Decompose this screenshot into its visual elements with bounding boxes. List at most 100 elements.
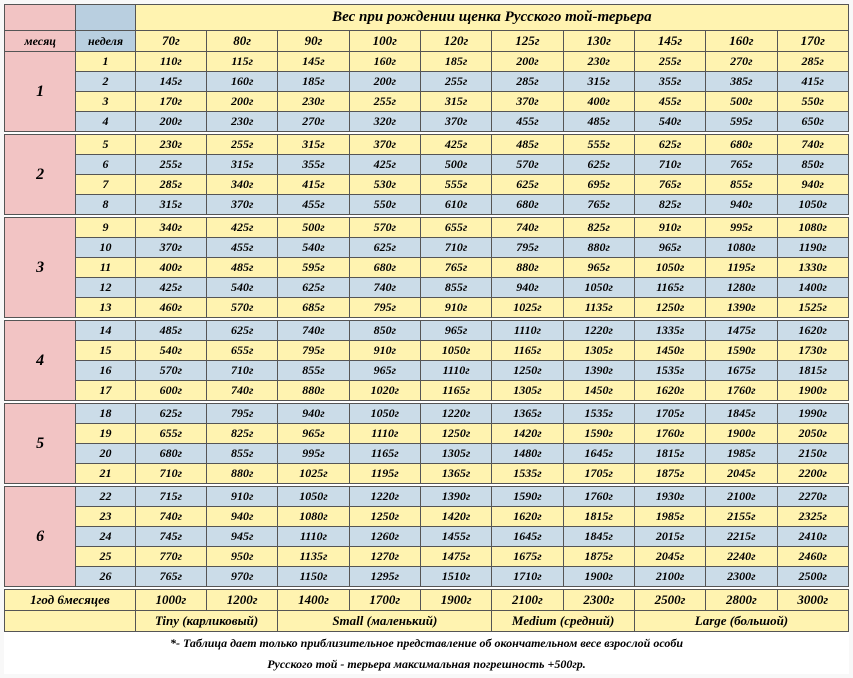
cell-w22-c8: 2100г bbox=[706, 487, 777, 507]
footer-cell-8: 2800г bbox=[706, 590, 777, 611]
cell-w15-c2: 795г bbox=[278, 341, 349, 361]
week-2: 2 bbox=[76, 72, 135, 92]
cell-w22-c5: 1590г bbox=[492, 487, 563, 507]
cell-w22-c9: 2270г bbox=[777, 487, 848, 507]
header-birthweight-1: 80г bbox=[207, 31, 278, 52]
cell-w16-c4: 1110г bbox=[420, 361, 491, 381]
cell-w10-c0: 370г bbox=[135, 238, 206, 258]
cell-w7-c6: 695г bbox=[563, 175, 634, 195]
cell-w13-c4: 910г bbox=[420, 298, 491, 318]
cell-w1-c1: 115г bbox=[207, 52, 278, 72]
cell-w20-c3: 1165г bbox=[349, 444, 420, 464]
week-21: 21 bbox=[76, 464, 135, 484]
week-8: 8 bbox=[76, 195, 135, 215]
cell-w11-c5: 880г bbox=[492, 258, 563, 278]
header-birthweight-5: 125г bbox=[492, 31, 563, 52]
cell-w1-c9: 285г bbox=[777, 52, 848, 72]
cell-w19-c0: 655г bbox=[135, 424, 206, 444]
cell-w6-c5: 570г bbox=[492, 155, 563, 175]
footnote-1: *- Таблица дает только приблизительное п… bbox=[4, 632, 849, 653]
cell-w7-c7: 765г bbox=[634, 175, 705, 195]
month-1: 1 bbox=[5, 52, 76, 132]
cell-w2-c7: 355г bbox=[634, 72, 705, 92]
cell-w13-c6: 1135г bbox=[563, 298, 634, 318]
cell-w4-c8: 595г bbox=[706, 112, 777, 132]
cell-w14-c3: 850г bbox=[349, 321, 420, 341]
cell-w16-c6: 1390г bbox=[563, 361, 634, 381]
cell-w21-c3: 1195г bbox=[349, 464, 420, 484]
cell-w20-c5: 1480г bbox=[492, 444, 563, 464]
cell-w8-c0: 315г bbox=[135, 195, 206, 215]
header-month: месяц bbox=[5, 31, 76, 52]
footer-cell-5: 2100г bbox=[492, 590, 563, 611]
cell-w10-c3: 625г bbox=[349, 238, 420, 258]
cell-w23-c5: 1620г bbox=[492, 507, 563, 527]
cell-w1-c2: 145г bbox=[278, 52, 349, 72]
cell-w4-c9: 650г bbox=[777, 112, 848, 132]
cell-w11-c3: 680г bbox=[349, 258, 420, 278]
week-9: 9 bbox=[76, 218, 135, 238]
week-18: 18 bbox=[76, 404, 135, 424]
cell-w26-c7: 2100г bbox=[634, 567, 705, 587]
cell-w19-c4: 1250г bbox=[420, 424, 491, 444]
cell-w15-c6: 1305г bbox=[563, 341, 634, 361]
cell-w18-c1: 795г bbox=[207, 404, 278, 424]
cell-w24-c8: 2215г bbox=[706, 527, 777, 547]
cell-w9-c6: 825г bbox=[563, 218, 634, 238]
cell-w1-c5: 200г bbox=[492, 52, 563, 72]
header-birthweight-3: 100г bbox=[349, 31, 420, 52]
header-birthweight-0: 70г bbox=[135, 31, 206, 52]
cell-w21-c8: 2045г bbox=[706, 464, 777, 484]
cell-w24-c2: 1110г bbox=[278, 527, 349, 547]
cell-w2-c6: 315г bbox=[563, 72, 634, 92]
cell-w13-c1: 570г bbox=[207, 298, 278, 318]
cell-w24-c6: 1845г bbox=[563, 527, 634, 547]
cell-w25-c7: 2045г bbox=[634, 547, 705, 567]
week-25: 25 bbox=[76, 547, 135, 567]
cell-w10-c8: 1080г bbox=[706, 238, 777, 258]
cell-w16-c8: 1675г bbox=[706, 361, 777, 381]
cell-w11-c4: 765г bbox=[420, 258, 491, 278]
cell-w23-c8: 2155г bbox=[706, 507, 777, 527]
header-birthweight-8: 160г bbox=[706, 31, 777, 52]
cell-w14-c2: 740г bbox=[278, 321, 349, 341]
cell-w24-c7: 2015г bbox=[634, 527, 705, 547]
weight-table: Вес при рождении щенка Русского той-терь… bbox=[4, 4, 849, 632]
cell-w16-c7: 1535г bbox=[634, 361, 705, 381]
cell-w23-c4: 1420г bbox=[420, 507, 491, 527]
cell-w21-c0: 710г bbox=[135, 464, 206, 484]
cell-w7-c9: 940г bbox=[777, 175, 848, 195]
cell-w19-c9: 2050г bbox=[777, 424, 848, 444]
cell-w11-c6: 965г bbox=[563, 258, 634, 278]
cell-w6-c8: 765г bbox=[706, 155, 777, 175]
cell-w10-c7: 965г bbox=[634, 238, 705, 258]
cell-w1-c6: 230г bbox=[563, 52, 634, 72]
cell-w2-c1: 160г bbox=[207, 72, 278, 92]
cell-w11-c1: 485г bbox=[207, 258, 278, 278]
cell-w10-c9: 1190г bbox=[777, 238, 848, 258]
footnote-2: Русского той - терьера максимальная погр… bbox=[4, 653, 849, 674]
cell-w1-c4: 185г bbox=[420, 52, 491, 72]
cell-w19-c7: 1760г bbox=[634, 424, 705, 444]
cell-w1-c8: 270г bbox=[706, 52, 777, 72]
cell-w9-c5: 740г bbox=[492, 218, 563, 238]
cell-w23-c7: 1985г bbox=[634, 507, 705, 527]
cell-w11-c2: 595г bbox=[278, 258, 349, 278]
cell-w22-c0: 715г bbox=[135, 487, 206, 507]
footer-cell-3: 1700г bbox=[349, 590, 420, 611]
cell-w22-c3: 1220г bbox=[349, 487, 420, 507]
cell-w5-c3: 370г bbox=[349, 135, 420, 155]
week-3: 3 bbox=[76, 92, 135, 112]
cell-w7-c3: 530г bbox=[349, 175, 420, 195]
cell-w8-c7: 825г bbox=[634, 195, 705, 215]
cell-w26-c0: 765г bbox=[135, 567, 206, 587]
cell-w5-c6: 555г bbox=[563, 135, 634, 155]
cell-w26-c6: 1900г bbox=[563, 567, 634, 587]
cell-w22-c4: 1390г bbox=[420, 487, 491, 507]
cell-w5-c8: 680г bbox=[706, 135, 777, 155]
week-11: 11 bbox=[76, 258, 135, 278]
cell-w5-c4: 425г bbox=[420, 135, 491, 155]
header-birthweight-4: 120г bbox=[420, 31, 491, 52]
cell-w7-c0: 285г bbox=[135, 175, 206, 195]
cell-w13-c3: 795г bbox=[349, 298, 420, 318]
